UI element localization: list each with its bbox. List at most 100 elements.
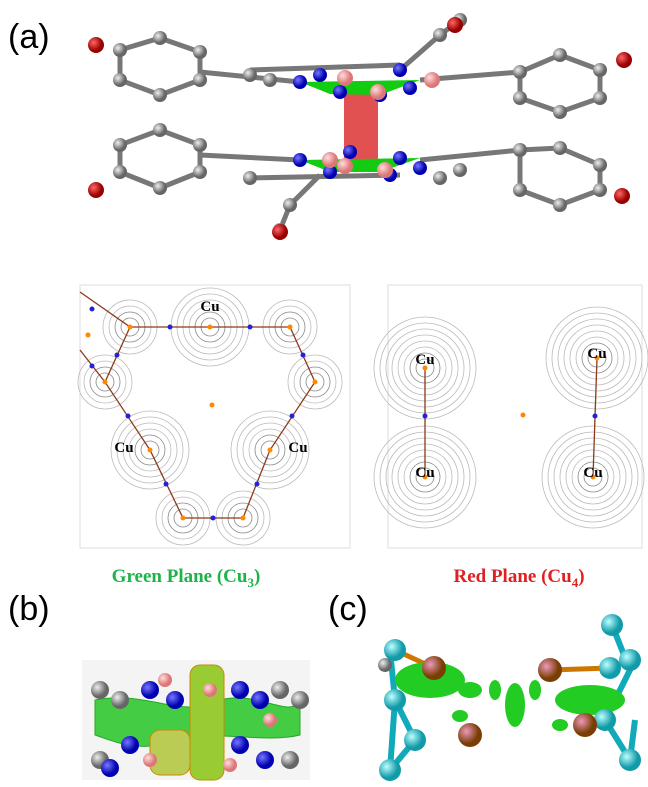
atom [322, 152, 338, 168]
atom [113, 138, 127, 152]
atom [121, 736, 139, 754]
atom [88, 37, 104, 53]
atom [593, 183, 607, 197]
atom [422, 656, 446, 680]
atom [243, 68, 257, 82]
caption-tail: ) [254, 566, 260, 587]
atom [393, 151, 407, 165]
atom [101, 759, 119, 777]
critical-point [103, 380, 108, 385]
atom [193, 138, 207, 152]
atom [424, 72, 440, 88]
atom [293, 153, 307, 167]
atom [293, 75, 307, 89]
figure: (a) (b) (c) CuCuCuCuCuCuCuGreen Plane (C… [0, 0, 648, 787]
atom-label: Cu [583, 465, 602, 481]
caption-text: Green Plane (Cu [112, 566, 248, 587]
critical-point [255, 482, 260, 487]
atom [113, 73, 127, 87]
critical-point [241, 516, 246, 521]
atom [143, 753, 157, 767]
panel-label: (c) [328, 590, 368, 628]
atom [433, 28, 447, 42]
atom [231, 681, 249, 699]
atom [153, 123, 167, 137]
critical-point [126, 414, 131, 419]
contour-map [80, 285, 350, 548]
critical-point [301, 353, 306, 358]
atom [193, 45, 207, 59]
atom [281, 751, 299, 769]
atom [513, 91, 527, 105]
critical-point [268, 448, 273, 453]
atom [573, 713, 597, 737]
atom [619, 749, 641, 771]
atom [601, 614, 623, 636]
map-caption: Red Plane (Cu4) [453, 566, 584, 590]
atom [379, 759, 401, 781]
atom [88, 182, 104, 198]
atom [141, 681, 159, 699]
atom [553, 198, 567, 212]
atom [403, 81, 417, 95]
atom [193, 165, 207, 179]
nci-surface [529, 680, 541, 700]
critical-point [593, 414, 598, 419]
atom [113, 165, 127, 179]
atom [384, 639, 406, 661]
atom [231, 736, 249, 754]
caption-text: Red Plane (Cu [453, 566, 572, 587]
nci-surface [452, 710, 468, 722]
atom [113, 43, 127, 57]
atom [413, 161, 427, 175]
critical-point [128, 325, 133, 330]
atom [384, 689, 406, 711]
critical-point [90, 364, 95, 369]
atom [153, 88, 167, 102]
atom [153, 181, 167, 195]
atom [263, 713, 277, 727]
molecule-a [120, 20, 600, 230]
atom [453, 163, 467, 177]
atom [599, 657, 621, 679]
atom [553, 48, 567, 62]
critical-point [148, 448, 153, 453]
atom [271, 681, 289, 699]
nci-surface [489, 680, 501, 700]
atom-label: Cu [415, 352, 434, 368]
atom [158, 673, 172, 687]
caption-tail: ) [578, 566, 584, 587]
nci-surface [505, 683, 525, 727]
critical-point [86, 333, 91, 338]
atom [458, 723, 482, 747]
atom [313, 68, 327, 82]
atom [377, 162, 393, 178]
atom [616, 52, 632, 68]
atom [251, 691, 269, 709]
critical-point [208, 325, 213, 330]
atom [337, 70, 353, 86]
nci-surface [458, 682, 482, 698]
atom [91, 681, 109, 699]
atom-label: Cu [415, 465, 434, 481]
atom [166, 691, 184, 709]
nci-surface [555, 685, 625, 715]
panel-label: (b) [8, 590, 50, 628]
atom [193, 73, 207, 87]
atom [223, 758, 237, 772]
atom [378, 658, 392, 672]
atom [243, 171, 257, 185]
atom [593, 91, 607, 105]
atom [593, 63, 607, 77]
atom [553, 141, 567, 155]
atom [447, 17, 463, 33]
atom [291, 691, 309, 709]
atom-label: Cu [587, 346, 606, 362]
atom [619, 649, 641, 671]
critical-point [313, 380, 318, 385]
atom [393, 63, 407, 77]
atom [404, 729, 426, 751]
atom [513, 65, 527, 79]
atom-label: Cu [288, 440, 307, 456]
atom [333, 85, 347, 99]
